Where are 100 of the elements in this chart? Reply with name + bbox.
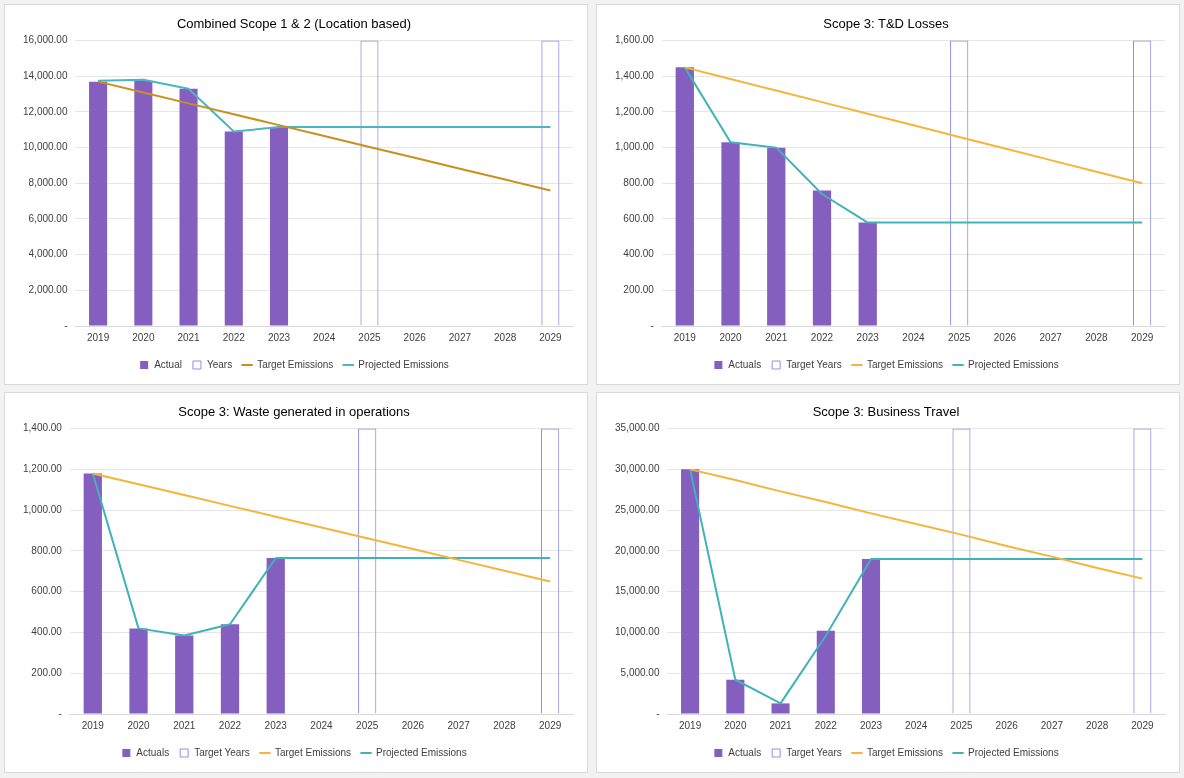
y-tick-label: 14,000.00 (22, 70, 68, 82)
y-tick-label: 25,000.00 (614, 503, 660, 515)
y-tick-label: 1,200.00 (614, 105, 655, 117)
bar (134, 80, 153, 326)
y-tick-label: 400.00 (623, 248, 655, 260)
x-tick-label: 2028 (1085, 331, 1108, 343)
bar (269, 128, 289, 326)
x-tick-label: 2022 (222, 331, 246, 343)
bar (83, 473, 102, 714)
bar (861, 559, 881, 714)
legend-label: Target Emissions (257, 358, 334, 370)
y-tick-label: 800.00 (623, 177, 655, 189)
legend-label: Actual (154, 358, 182, 370)
bar (220, 624, 240, 714)
x-tick-label: 2029 (539, 719, 562, 731)
chart-title: Scope 3: Waste generated in operations (178, 404, 411, 420)
y-tick-label: 600.00 (31, 585, 63, 597)
legend-label: Years (206, 358, 233, 370)
y-tick-label: 1,400.00 (22, 422, 63, 434)
y-tick-label: 10,000.00 (614, 626, 660, 638)
legend-label: Projected Emissions (968, 358, 1059, 370)
legend-label: Actuals (136, 746, 170, 758)
y-tick-label: - (64, 319, 68, 331)
x-tick-label: 2026 (403, 331, 427, 343)
bar (812, 190, 832, 326)
x-tick-label: 2020 (132, 331, 155, 343)
x-tick-label: 2021 (765, 331, 788, 343)
x-tick-label: 2024 (905, 719, 928, 731)
y-tick-label: 35,000.00 (614, 422, 660, 434)
y-tick-label: 15,000.00 (614, 585, 660, 597)
legend-label: Target Emissions (866, 746, 944, 758)
bar (816, 630, 835, 714)
x-tick-label: 2020 (724, 719, 747, 731)
x-tick-label: 2026 (993, 331, 1017, 343)
x-tick-label: 2024 (313, 331, 336, 343)
x-tick-label: 2020 (127, 719, 151, 731)
y-tick-label: 600.00 (623, 212, 655, 224)
x-tick-label: 2021 (177, 331, 201, 343)
y-tick-label: 10,000.00 (22, 141, 68, 153)
x-tick-label: 2027 (1039, 331, 1063, 343)
bar (721, 142, 740, 326)
x-tick-label: 2019 (86, 331, 110, 343)
legend-label: Actuals (728, 358, 762, 370)
y-tick-label: 1,000.00 (22, 503, 63, 515)
y-tick-label: 2,000.00 (28, 284, 68, 296)
bar (858, 222, 877, 326)
bar (129, 628, 148, 714)
x-tick-label: 2025 (948, 331, 971, 343)
y-tick-label: 16,000.00 (22, 34, 68, 46)
x-tick-label: 2028 (493, 719, 516, 731)
x-tick-label: 2024 (902, 331, 926, 343)
bar (767, 147, 786, 326)
y-tick-label: 8,000.00 (28, 177, 68, 189)
x-tick-label: 2027 (448, 331, 472, 343)
x-tick-label: 2028 (494, 331, 517, 343)
x-tick-label: 2019 (673, 331, 697, 343)
y-tick-label: 6,000.00 (28, 212, 68, 224)
x-tick-label: 2021 (769, 719, 793, 731)
y-tick-label: 20,000.00 (614, 544, 660, 556)
legend-label: Target Years (194, 746, 250, 758)
x-tick-label: 2025 (358, 331, 382, 343)
x-tick-label: 2019 (81, 719, 105, 731)
y-tick-label: 1,200.00 (22, 463, 63, 475)
bar (89, 81, 108, 326)
x-tick-label: 2021 (173, 719, 196, 731)
chart-title: Combined Scope 1 & 2 (Location based) (176, 16, 412, 32)
x-tick-label: 2027 (447, 719, 471, 731)
x-tick-label: 2022 (218, 719, 242, 731)
y-tick-label: - (650, 319, 654, 331)
x-tick-label: 2023 (859, 719, 883, 731)
legend-label: Projected Emissions (358, 358, 449, 370)
x-tick-label: 2022 (810, 331, 834, 343)
chart-title: Scope 3: Business Travel (812, 404, 960, 420)
x-tick-label: 2029 (1131, 331, 1154, 343)
bar (771, 703, 790, 714)
x-tick-label: 2026 (401, 719, 425, 731)
y-tick-label: 1,000.00 (614, 141, 655, 153)
y-tick-label: 1,400.00 (614, 70, 655, 82)
x-tick-label: 2020 (719, 331, 743, 343)
y-tick-label: 200.00 (31, 666, 63, 678)
y-tick-label: 1,600.00 (614, 34, 655, 46)
y-tick-label: - (58, 707, 62, 719)
y-tick-label: 4,000.00 (28, 248, 68, 260)
legend-label: Target Years (786, 746, 842, 758)
legend-label: Target Emissions (866, 358, 944, 370)
x-tick-label: 2023 (856, 331, 880, 343)
chart-title: Scope 3: T&D Losses (823, 16, 950, 32)
legend-label: Target Years (786, 358, 842, 370)
legend-label: Target Emissions (274, 746, 352, 758)
y-tick-label: 30,000.00 (614, 463, 660, 475)
bar (726, 679, 745, 714)
x-tick-label: 2025 (356, 719, 379, 731)
x-tick-label: 2028 (1086, 719, 1109, 731)
bar (224, 131, 243, 326)
legend-label: Projected Emissions (968, 746, 1059, 758)
bar (179, 88, 198, 326)
legend-label: Actuals (728, 746, 762, 758)
x-tick-label: 2027 (1040, 719, 1064, 731)
x-tick-label: 2026 (995, 719, 1019, 731)
x-tick-label: 2019 (678, 719, 702, 731)
